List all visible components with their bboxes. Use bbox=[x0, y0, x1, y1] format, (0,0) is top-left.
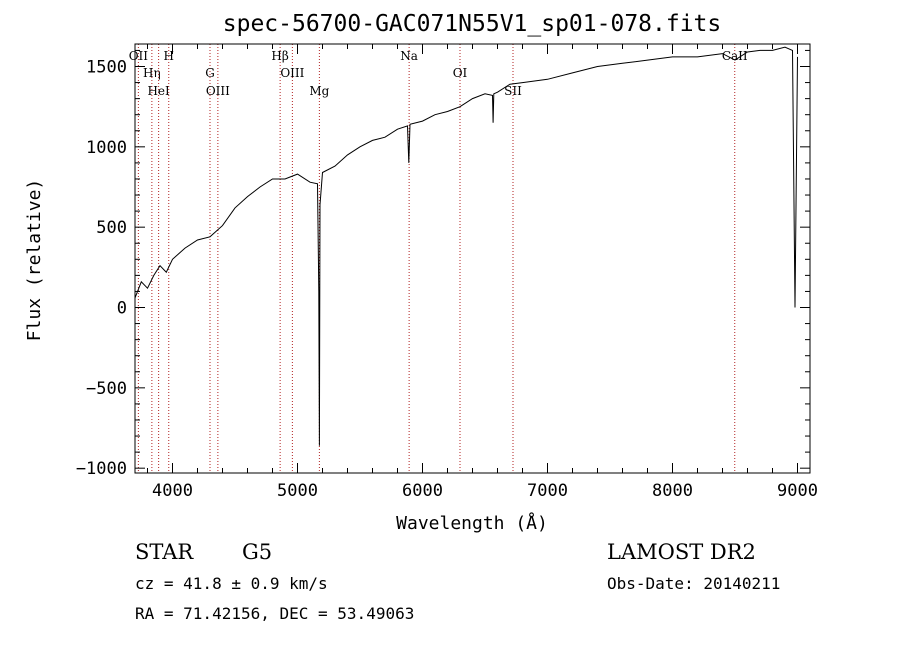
survey-name: LAMOST DR2 bbox=[607, 540, 756, 564]
x-tick-label: 7000 bbox=[527, 481, 568, 501]
y-axis: −1000 −500 0 500 1000 1500 bbox=[76, 49, 810, 479]
spectral-line-label: OIII bbox=[206, 84, 230, 98]
obs-date: Obs-Date: 20140211 bbox=[607, 574, 780, 593]
object-type: STAR bbox=[135, 540, 194, 564]
y-tick-label: 1000 bbox=[86, 138, 127, 158]
spectral-line-label: Hη bbox=[143, 66, 161, 80]
spectral-line-label: Mg bbox=[309, 84, 329, 98]
x-tick-label: 6000 bbox=[402, 481, 443, 501]
spectral-line-label: OIII bbox=[280, 66, 304, 80]
x-tick-label: 4000 bbox=[152, 481, 193, 501]
spectral-line-label: Na bbox=[400, 49, 418, 63]
plot-frame bbox=[134, 43, 811, 474]
x-tick-label: 5000 bbox=[277, 481, 318, 501]
ra-dec: RA = 71.42156, DEC = 53.49063 bbox=[135, 604, 414, 623]
spectral-line-label: SII bbox=[504, 84, 522, 98]
y-tick-label: 500 bbox=[96, 218, 127, 238]
spectral-line-label: H bbox=[164, 49, 174, 63]
x-tick-label: 9000 bbox=[777, 481, 818, 501]
x-axis-label: Wavelength (Å) bbox=[396, 512, 548, 534]
x-tick-label: 8000 bbox=[652, 481, 693, 501]
chart-title: spec-56700-GAC071N55V1_sp01-078.fits bbox=[223, 11, 722, 37]
spectral-line-markers: OII Hη HeI H G OIII Hβ OIII Mg Na OI SII CaII bbox=[129, 44, 748, 473]
spectral-line-label: OII bbox=[129, 49, 149, 63]
spectral-line-label: G bbox=[205, 66, 215, 80]
y-tick-label: 0 bbox=[117, 299, 127, 319]
spectral-line-label: OI bbox=[453, 66, 468, 80]
y-tick-label: 1500 bbox=[86, 57, 127, 77]
y-axis-label: Flux (relative) bbox=[24, 179, 45, 342]
redshift-cz: cz = 41.8 ± 0.9 km/s bbox=[135, 574, 328, 593]
spectrum-line bbox=[134, 46, 798, 446]
y-tick-label: −500 bbox=[86, 379, 127, 399]
spectral-line-label: CaII bbox=[722, 49, 748, 63]
x-axis: 4000 5000 6000 7000 8000 9000 bbox=[147, 44, 818, 501]
object-subclass: G5 bbox=[242, 540, 272, 564]
spectral-line-label: Hβ bbox=[271, 49, 288, 63]
y-tick-label: −1000 bbox=[76, 459, 127, 479]
spectral-line-label: HeI bbox=[147, 84, 170, 98]
